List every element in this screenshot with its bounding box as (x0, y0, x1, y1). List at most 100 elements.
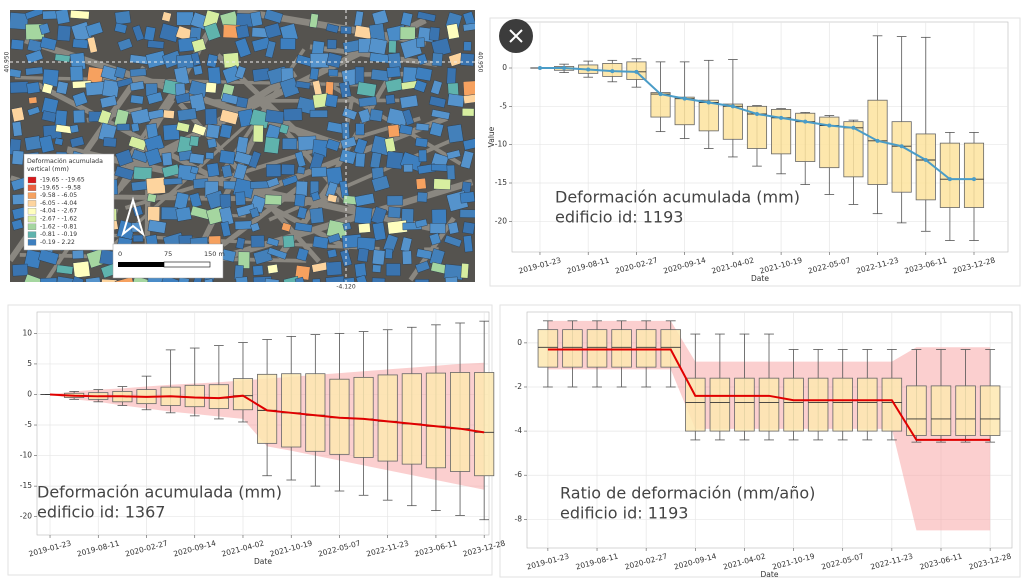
legend-swatch (27, 215, 37, 223)
building (398, 124, 413, 136)
legend-title: Deformación acumulada (27, 157, 103, 165)
y-tick-label: 5 (27, 359, 32, 368)
box (562, 329, 583, 368)
legend-label: -0.19 - 2.22 (40, 239, 75, 246)
building (10, 12, 29, 30)
building (461, 108, 475, 117)
close-button[interactable] (499, 19, 533, 53)
building (266, 237, 280, 247)
building (328, 69, 339, 77)
building (325, 138, 341, 152)
scale-bar (118, 262, 164, 267)
building (250, 235, 265, 248)
building (248, 150, 262, 169)
box (758, 377, 780, 432)
building (56, 25, 72, 42)
north-arrow (121, 196, 145, 237)
building (429, 223, 446, 234)
building (11, 219, 24, 231)
building (189, 152, 205, 165)
building (191, 123, 207, 137)
building (428, 26, 441, 42)
legend-label: -19.65 - -9.58 (40, 184, 81, 191)
street (124, 116, 421, 210)
building (235, 276, 249, 282)
building (281, 163, 295, 176)
line-marker (634, 69, 639, 74)
building (24, 10, 45, 20)
y-tick-label: -15 (20, 481, 32, 490)
building (414, 279, 430, 282)
box (709, 377, 731, 432)
building (115, 149, 134, 167)
close-icon[interactable] (509, 29, 523, 43)
line-marker (899, 144, 904, 149)
box (881, 377, 903, 432)
box (377, 374, 398, 462)
annotation: Deformación acumulada (mm) (37, 483, 282, 502)
building (446, 164, 456, 180)
building (54, 53, 71, 63)
line-marker (706, 100, 711, 105)
building (342, 221, 352, 231)
x-axis-label: Date (254, 557, 272, 566)
building (354, 66, 365, 84)
building (163, 177, 183, 186)
building (25, 49, 44, 64)
building (221, 164, 233, 178)
building (99, 95, 118, 109)
building (431, 52, 444, 67)
y-tick-label: -4 (515, 426, 523, 435)
building (354, 262, 367, 278)
building (309, 53, 329, 68)
building (41, 82, 54, 95)
building (369, 108, 384, 122)
building (204, 278, 216, 282)
building (161, 206, 178, 220)
box (939, 142, 960, 208)
y-tick-label: 10 (22, 328, 32, 337)
x-axis-label: Date (751, 274, 769, 283)
box (450, 372, 471, 472)
building (281, 174, 299, 187)
building (281, 222, 292, 233)
building (326, 261, 343, 276)
scale-label: 75 (164, 250, 172, 258)
box (611, 329, 632, 368)
building (340, 136, 357, 150)
scale-label: 0 (118, 250, 122, 258)
y-tick-label: -2 (515, 382, 523, 391)
building (431, 109, 451, 120)
building (26, 81, 41, 95)
building (266, 177, 280, 188)
building (370, 68, 390, 82)
building (10, 81, 29, 94)
scale-label: 150 m (204, 250, 225, 258)
building (252, 124, 264, 143)
building (402, 250, 412, 265)
building (219, 123, 233, 139)
legend-label: -4.04 - -2.67 (40, 208, 77, 215)
building (325, 23, 340, 34)
box (586, 329, 608, 368)
building (23, 249, 43, 269)
building (443, 234, 463, 248)
building (10, 39, 25, 51)
building (56, 264, 74, 275)
building (264, 22, 282, 39)
line (547, 348, 991, 441)
building (400, 11, 414, 27)
box (819, 116, 840, 169)
legend-swatch (27, 200, 37, 207)
line-marker (682, 96, 687, 101)
building (132, 24, 145, 42)
building (207, 66, 222, 85)
building (205, 82, 217, 94)
building (358, 96, 378, 108)
building (146, 91, 164, 105)
building (311, 166, 327, 178)
building (11, 150, 25, 166)
box (930, 385, 952, 436)
